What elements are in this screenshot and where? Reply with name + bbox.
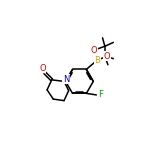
Text: O: O [91,46,97,55]
Text: F: F [98,90,103,99]
Text: O: O [104,52,111,61]
Text: O: O [39,64,46,73]
Text: B: B [94,56,100,65]
Text: N: N [63,75,69,84]
